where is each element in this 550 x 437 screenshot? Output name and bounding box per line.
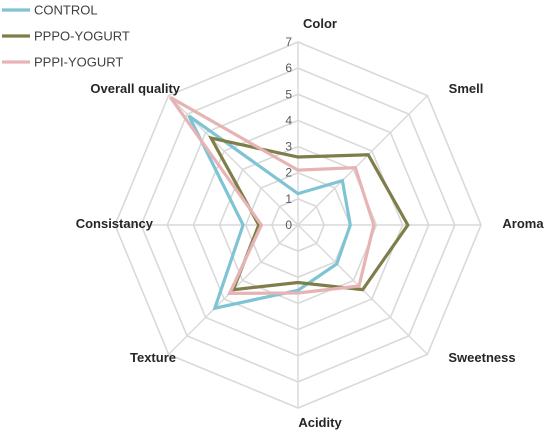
axis-label-color: Color [303,16,337,31]
series-lines [169,96,410,311]
legend-label-pppi-yogurt: PPPI-YOGURT [34,55,123,70]
series-line-pppi-yogurt [169,96,376,296]
tick-label-1: 1 [285,192,292,206]
tick-label-5: 5 [285,87,292,101]
tick-label-2: 2 [285,166,292,180]
tick-label-6: 6 [285,61,292,75]
spoke-smell [297,95,428,226]
axis-label-overall-quality: Overall quality [90,81,180,96]
tick-label-3: 3 [285,140,292,154]
axis-label-smell: Smell [449,81,484,96]
legend-label-pppo-yogurt: PPPO-YOGURT [34,29,130,44]
series-line-pppo-yogurt [208,135,410,292]
axis-label-aroma: Aroma [502,216,544,231]
tick-labels: 0 1 2 3 4 5 6 7 [285,35,292,232]
axis-label-acidity: Acidity [298,415,342,430]
tick-label-0: 0 [285,218,292,232]
legend: CONTROL PPPO-YOGURT PPPI-YOGURT [2,3,130,70]
tick-label-7: 7 [285,35,292,49]
axis-label-consistancy: Consistancy [76,216,154,231]
series-line-control [187,114,352,311]
tick-label-4: 4 [285,113,292,127]
axis-label-texture: Texture [130,350,176,365]
axis-label-sweetness: Sweetness [448,350,515,365]
legend-label-control: CONTROL [34,3,98,18]
axis-labels: Color Smell Aroma Sweetness Acidity Texture Co… [76,16,545,430]
